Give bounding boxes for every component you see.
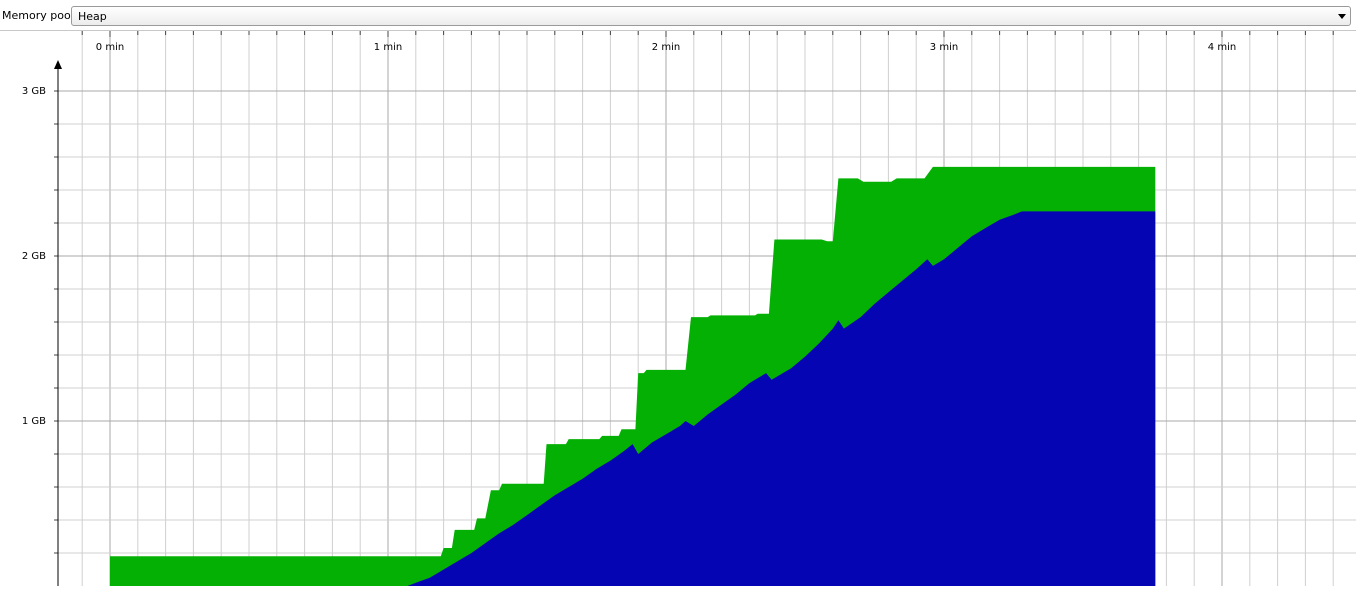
y-tick-label: 1 GB: [22, 416, 46, 427]
axes: [54, 31, 1334, 586]
toolbar: Memory pool: Heap: [0, 0, 1356, 31]
area-series-used: [110, 211, 1156, 586]
x-tick-label: 2 min: [652, 42, 680, 53]
chevron-down-icon[interactable]: [1338, 14, 1346, 19]
y-tick-label: 3 GB: [22, 86, 46, 97]
y-axis-arrow-icon: [54, 60, 62, 69]
x-tick-label: 3 min: [930, 42, 958, 53]
x-tick-label: 4 min: [1208, 42, 1236, 53]
memory-pool-selected-value: Heap: [78, 10, 107, 23]
memory-pool-label: Memory pool:: [2, 9, 78, 22]
y-tick-label: 2 GB: [22, 251, 46, 262]
memory-pool-select[interactable]: Heap: [71, 6, 1351, 26]
tick-labels: 0 min 1 min 2 min 3 min 4 min 1 GB 2 GB 3 GB: [22, 42, 1236, 427]
area-layer: [110, 166, 1156, 586]
x-tick-label: 0 min: [96, 42, 124, 53]
memory-chart: 0 min 1 min 2 min 3 min 4 min 1 GB 2 GB 3 GB: [22, 31, 1356, 586]
x-tick-label: 1 min: [374, 42, 402, 53]
